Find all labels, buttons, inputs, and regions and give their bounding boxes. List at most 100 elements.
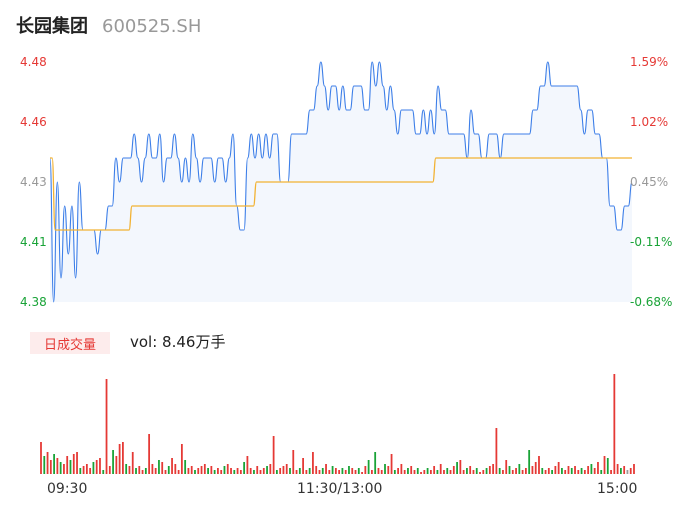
volume-bar bbox=[531, 466, 534, 474]
y-left-tick-label: 4.48 bbox=[20, 55, 47, 69]
volume-bar bbox=[92, 462, 95, 474]
volume-bar bbox=[423, 470, 426, 474]
y-left-tick-label: 4.43 bbox=[20, 175, 47, 189]
volume-bar bbox=[217, 468, 219, 474]
volume-bar bbox=[66, 456, 69, 474]
volume-bar bbox=[498, 468, 501, 474]
volume-bar bbox=[377, 468, 380, 474]
volume-bar bbox=[508, 466, 511, 474]
volume-bar bbox=[63, 464, 65, 474]
volume-bar bbox=[53, 454, 55, 474]
volume-bar bbox=[547, 468, 550, 474]
volume-bar bbox=[85, 464, 88, 474]
volume-bar bbox=[302, 458, 304, 474]
volume-bar bbox=[190, 466, 193, 474]
volume-bar bbox=[341, 468, 344, 474]
volume-bar bbox=[446, 468, 449, 474]
volume-bar bbox=[436, 470, 439, 474]
volume-bar bbox=[456, 462, 458, 474]
volume-bar bbox=[72, 454, 75, 474]
volume-bar bbox=[479, 472, 481, 474]
volume-bar bbox=[485, 468, 488, 474]
volume-bar bbox=[374, 452, 377, 474]
average-line bbox=[50, 157, 632, 231]
y-right-tick-label: -0.11% bbox=[630, 235, 672, 249]
volume-bar bbox=[243, 462, 246, 474]
volume-bar bbox=[600, 470, 603, 474]
volume-bar bbox=[233, 470, 236, 474]
volume-bar bbox=[521, 470, 524, 474]
volume-bar bbox=[230, 468, 232, 474]
volume-bar bbox=[518, 464, 521, 474]
volume-bar bbox=[108, 466, 111, 474]
volume-bar bbox=[292, 450, 295, 474]
volume-bar bbox=[331, 466, 334, 474]
volume-bar bbox=[174, 464, 177, 474]
volume-bar bbox=[466, 468, 468, 474]
volume-bar bbox=[557, 462, 560, 474]
volume-bar bbox=[210, 466, 213, 474]
volume-bar bbox=[393, 470, 396, 474]
volume-bar bbox=[367, 460, 370, 474]
volume-bar bbox=[390, 454, 393, 474]
volume-bar bbox=[633, 464, 635, 474]
volume-bar bbox=[269, 464, 272, 474]
y-left-tick-label: 4.38 bbox=[20, 295, 47, 309]
volume-bar bbox=[623, 466, 626, 474]
volume-bar bbox=[197, 468, 200, 474]
volume-bar bbox=[43, 456, 46, 474]
y-axis-right-labels: 1.59% 1.02% 0.45% -0.11% -0.68% bbox=[630, 55, 672, 309]
volume-bar bbox=[583, 470, 586, 474]
volume-bar bbox=[46, 452, 49, 474]
volume-bar bbox=[99, 458, 101, 474]
volume-bar bbox=[158, 460, 160, 474]
volume-bar bbox=[603, 456, 606, 474]
volume-bar bbox=[344, 470, 347, 474]
volume-bar bbox=[577, 470, 580, 474]
volume-bar bbox=[180, 444, 183, 474]
volume-bar bbox=[49, 460, 52, 474]
volume-bar bbox=[580, 468, 583, 474]
volume-bar bbox=[544, 470, 547, 474]
volume-bar bbox=[223, 466, 226, 474]
volume-bar bbox=[528, 450, 531, 474]
y-right-tick-label: -0.68% bbox=[630, 295, 672, 309]
volume-bar bbox=[567, 466, 570, 474]
volume-bar bbox=[308, 468, 311, 474]
y-right-tick-label: 1.59% bbox=[630, 55, 668, 69]
y-right-tick-label: 1.02% bbox=[630, 115, 668, 129]
volume-bar bbox=[79, 468, 82, 474]
volume-bar bbox=[122, 442, 124, 474]
volume-bar bbox=[433, 466, 436, 474]
volume-bar bbox=[570, 468, 573, 474]
volume-bar bbox=[125, 464, 128, 474]
volume-bar bbox=[115, 456, 118, 474]
volume-bar bbox=[620, 468, 622, 474]
volume-bar bbox=[511, 470, 514, 474]
volume-bar bbox=[177, 470, 180, 474]
volume-bar bbox=[334, 468, 337, 474]
y-left-tick-label: 4.41 bbox=[20, 235, 47, 249]
volume-bar bbox=[420, 472, 422, 474]
volume-tag[interactable]: 日成交量 bbox=[30, 332, 110, 354]
volume-bar bbox=[328, 470, 331, 474]
volume-bar bbox=[161, 462, 164, 474]
volume-bar bbox=[59, 462, 62, 474]
average-series-line bbox=[50, 157, 632, 231]
volume-bar bbox=[89, 468, 92, 474]
stock-name: 长园集团 bbox=[16, 16, 88, 37]
volume-bars bbox=[40, 374, 635, 474]
volume-bar bbox=[597, 462, 599, 474]
volume-bar bbox=[364, 466, 367, 474]
volume-bar bbox=[613, 374, 616, 474]
volume-total: vol: 8.46万手 bbox=[130, 333, 226, 351]
volume-bar bbox=[371, 470, 373, 474]
volume-bar bbox=[131, 452, 134, 474]
volume-bar bbox=[400, 464, 403, 474]
volume-bar bbox=[469, 466, 472, 474]
volume-bar bbox=[515, 468, 517, 474]
volume-bar bbox=[69, 460, 72, 474]
volume-bar bbox=[416, 468, 419, 474]
volume-bar bbox=[239, 470, 242, 474]
